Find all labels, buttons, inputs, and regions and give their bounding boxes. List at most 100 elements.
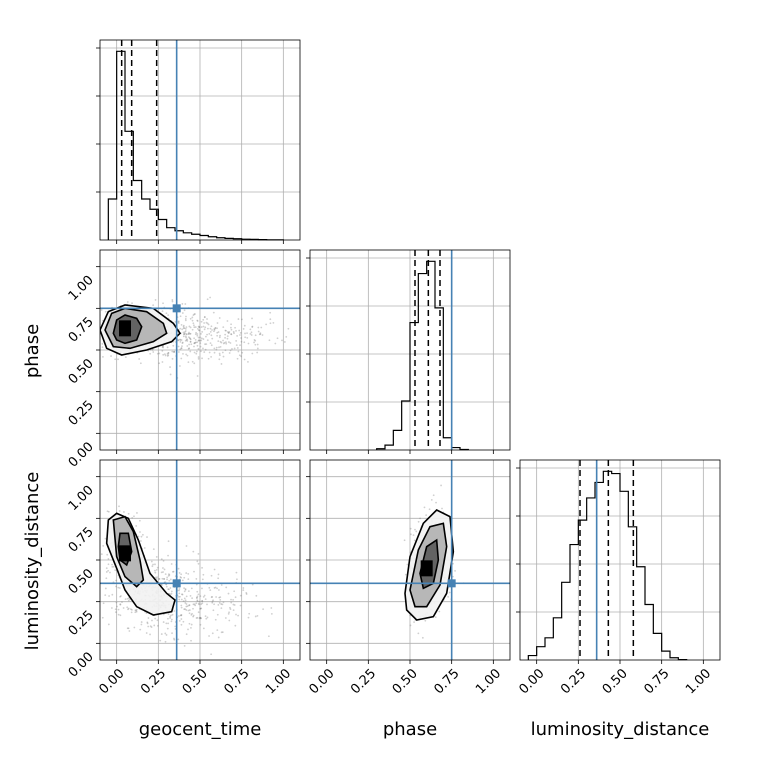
sample-point — [139, 628, 142, 631]
sample-point — [183, 333, 185, 336]
sample-point — [281, 339, 283, 342]
sample-point — [198, 326, 201, 328]
sample-point — [187, 333, 190, 335]
sample-point — [256, 614, 259, 617]
sample-point — [210, 574, 213, 577]
sample-point — [104, 537, 107, 540]
sample-point — [206, 322, 209, 325]
sample-point — [204, 326, 207, 329]
sample-point — [184, 588, 187, 591]
sample-point — [210, 334, 213, 337]
sample-point — [95, 593, 97, 595]
sample-point — [215, 596, 217, 598]
sample-point — [199, 339, 201, 342]
density-peak — [119, 320, 131, 337]
sample-point — [179, 340, 182, 343]
sample-point — [183, 309, 186, 312]
sample-point — [182, 324, 185, 327]
sample-point — [196, 590, 199, 593]
sample-point — [100, 553, 103, 556]
sample-point — [196, 600, 199, 603]
sample-point — [413, 621, 415, 623]
sample-point — [178, 588, 181, 590]
sample-point — [218, 336, 221, 339]
sample-point — [213, 603, 216, 606]
sample-point — [107, 623, 110, 626]
sample-point — [200, 320, 203, 323]
sample-point — [233, 332, 235, 335]
sample-point — [246, 332, 248, 335]
sample-point — [212, 609, 215, 612]
sample-point — [158, 362, 161, 365]
sample-point — [164, 632, 167, 635]
sample-point — [251, 326, 254, 328]
sample-point — [177, 322, 180, 324]
sample-point — [179, 595, 181, 598]
sample-point — [183, 576, 186, 579]
x-tick-label: 0.75 — [221, 666, 252, 697]
sample-point — [189, 332, 191, 335]
sample-point — [114, 611, 117, 614]
sample-point — [199, 616, 202, 619]
sample-point — [181, 312, 184, 314]
sample-point — [156, 566, 159, 569]
sample-point — [154, 571, 157, 574]
sample-point — [202, 573, 205, 576]
sample-point — [419, 517, 421, 520]
histogram-panel-phase — [306, 249, 511, 454]
sample-point — [107, 510, 110, 513]
sample-point — [201, 331, 204, 333]
sample-point — [161, 577, 164, 580]
sample-point — [193, 313, 196, 316]
sample-point — [202, 318, 205, 321]
sample-point — [185, 333, 188, 335]
sample-point — [139, 531, 141, 533]
sample-point — [213, 351, 216, 354]
sample-point — [247, 342, 250, 345]
sample-point — [248, 612, 251, 615]
sample-point — [140, 535, 143, 538]
sample-point — [119, 603, 122, 606]
sample-point — [167, 617, 169, 620]
sample-point — [210, 653, 213, 656]
sample-point — [159, 639, 162, 642]
axes-frame — [99, 459, 301, 661]
sample-point — [237, 350, 240, 353]
sample-point — [170, 620, 173, 623]
sample-point — [96, 522, 98, 524]
sample-point — [230, 598, 232, 601]
histogram-step-phase — [376, 260, 469, 451]
sample-point — [251, 583, 254, 586]
sample-point — [96, 323, 98, 325]
sample-point — [251, 325, 254, 328]
sample-point — [214, 586, 217, 589]
sample-point — [229, 342, 232, 344]
sample-point — [180, 573, 183, 576]
sample-point — [169, 373, 172, 376]
sample-point — [214, 327, 217, 330]
sample-point — [195, 331, 198, 334]
sample-point — [152, 563, 154, 566]
sample-point — [235, 344, 238, 347]
sample-point — [97, 573, 99, 575]
sample-point — [151, 619, 153, 622]
sample-point — [189, 594, 192, 597]
sample-point — [197, 348, 200, 350]
sample-point — [189, 317, 192, 320]
sample-point — [211, 337, 214, 340]
sample-point — [197, 593, 200, 596]
sample-point — [206, 318, 208, 320]
sample-point — [256, 347, 259, 350]
sample-point — [220, 584, 223, 586]
sample-point — [107, 558, 110, 560]
sample-point — [245, 593, 248, 595]
sample-point — [141, 533, 144, 536]
sample-point — [168, 579, 171, 582]
sample-point — [205, 343, 208, 346]
sample-point — [180, 614, 182, 617]
sample-point — [191, 360, 194, 363]
sample-point — [269, 311, 272, 314]
sample-point — [166, 352, 169, 355]
sample-point — [150, 626, 153, 628]
sample-point — [180, 576, 183, 579]
